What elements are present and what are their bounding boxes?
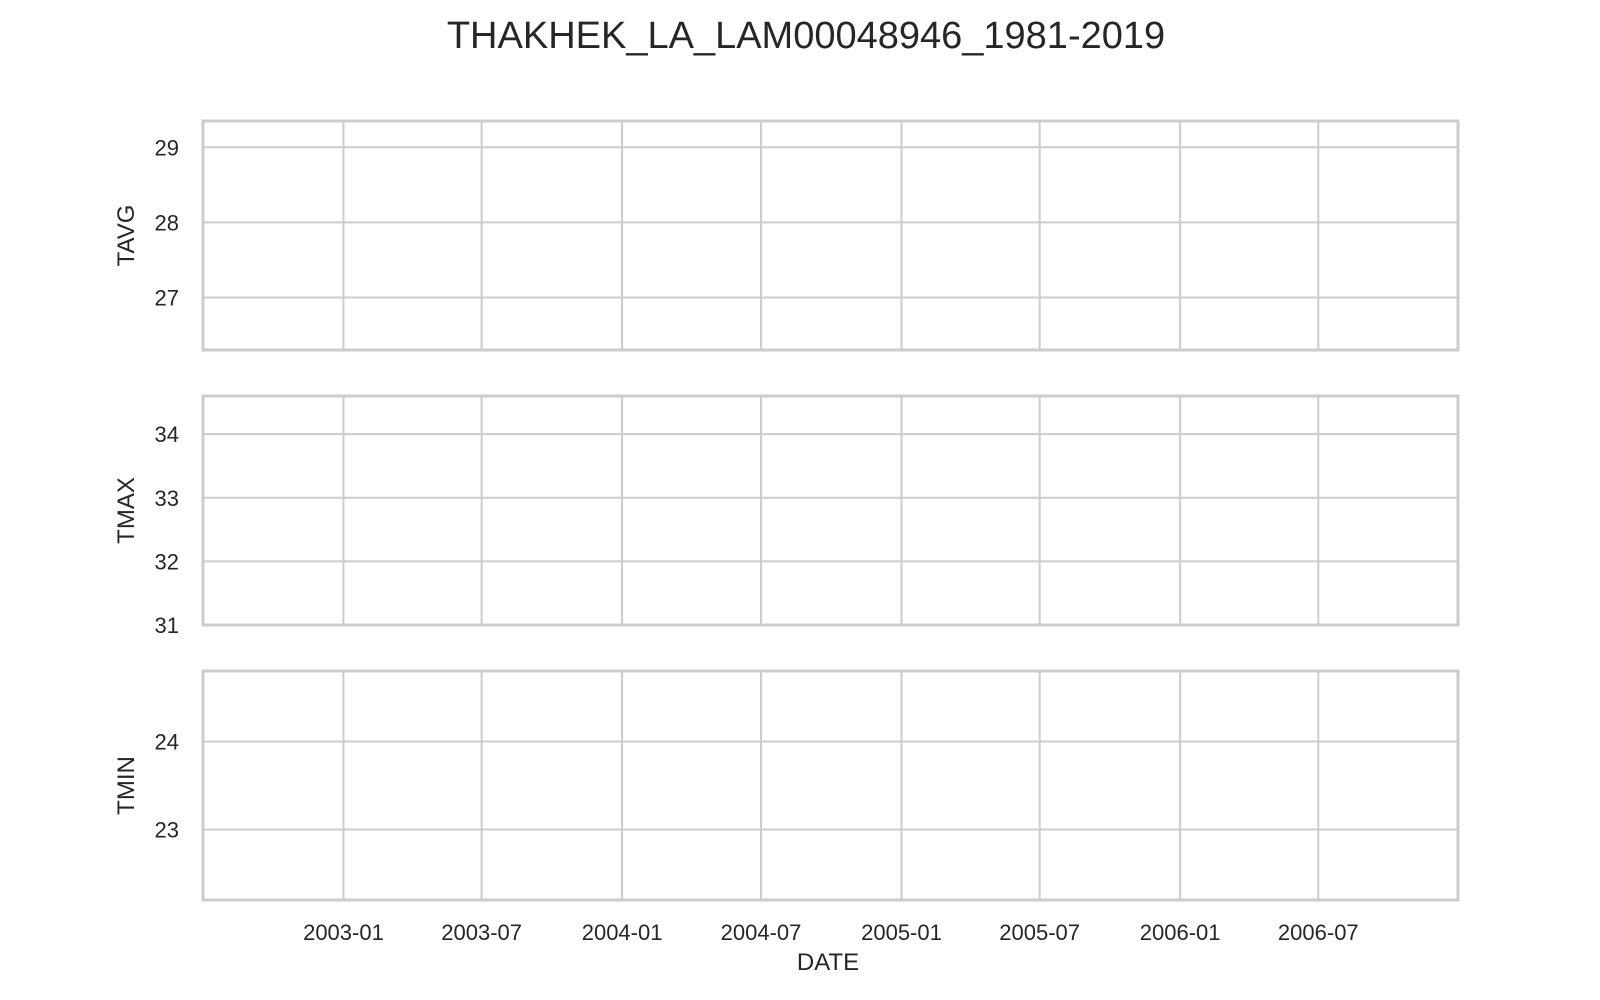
subplot-tavg: 27 28 29 TAVG	[113, 119, 1460, 352]
y-axis-label-tmax: TMAX	[113, 477, 140, 544]
y-tick-label: 31	[155, 613, 179, 638]
subplot-frame	[201, 119, 1460, 352]
y-tick-label: 29	[155, 135, 179, 160]
x-tick-label: 2005-07	[999, 920, 1080, 945]
x-tick-label: 2006-07	[1278, 920, 1359, 945]
x-tick-label: 2004-01	[582, 920, 663, 945]
y-tick-label: 33	[155, 486, 179, 511]
y-tick-label: 28	[155, 210, 179, 235]
y-tick-label: 34	[155, 422, 179, 447]
x-tick-label: 2005-01	[861, 920, 942, 945]
subplot-frame	[201, 394, 1460, 627]
x-tick-label: 2003-01	[303, 920, 384, 945]
y-axis-label-tavg: TAVG	[113, 205, 140, 267]
x-axis-label: DATE	[797, 949, 859, 976]
subplot-tmin: 23 24 TMIN	[113, 669, 1460, 902]
subplot-tmax: 31 32 33 34 TMAX	[113, 394, 1460, 638]
subplot-frame	[201, 669, 1460, 902]
x-tick-label: 2006-01	[1140, 920, 1221, 945]
chart-title: THAKHEK_LA_LAM00048946_1981-2019	[447, 15, 1165, 57]
y-tick-label: 23	[155, 818, 179, 843]
x-tick-labels: 2003-01 2003-07 2004-01 2004-07 2005-01 2005-…	[303, 920, 1359, 945]
subplot-panels: 27 28 29 TAVG 31 32 33 34 TMAX 23 24 TMIN	[113, 119, 1460, 902]
x-tick-label: 2003-07	[441, 920, 522, 945]
x-tick-label: 2004-07	[721, 920, 802, 945]
y-axis-label-tmin: TMIN	[113, 756, 140, 815]
y-tick-label: 32	[155, 549, 179, 574]
y-tick-label: 24	[155, 729, 179, 754]
y-tick-label: 27	[155, 285, 179, 310]
